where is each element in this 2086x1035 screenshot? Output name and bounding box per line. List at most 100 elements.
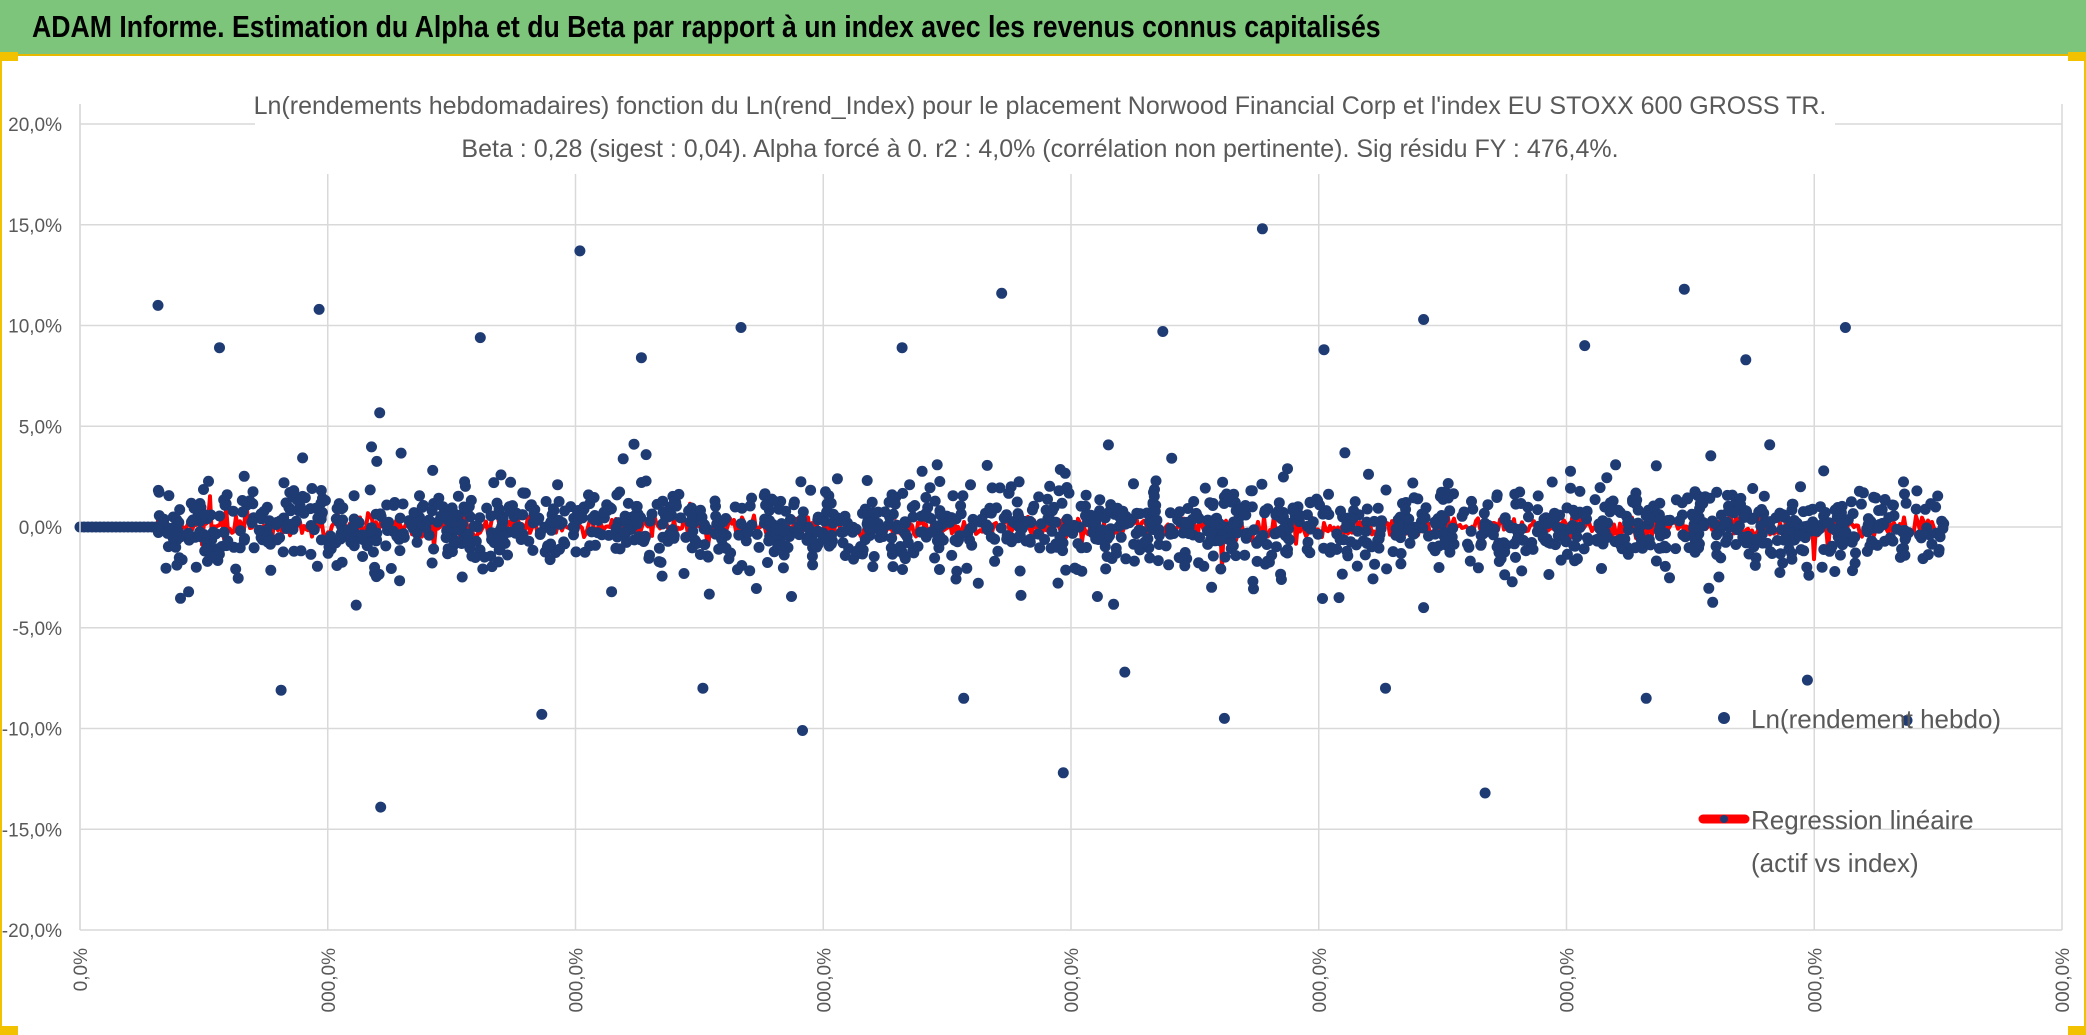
scatter-point [1578,508,1590,520]
scatter-point [670,500,682,512]
scatter-point [567,521,579,533]
scatter-point [1057,767,1069,779]
scatter-point [1447,522,1459,534]
scatter-point [675,512,687,524]
y-tick-label: 20,0% [8,115,62,136]
scatter-point [1898,476,1909,488]
scatter-point [305,520,317,531]
scatter-point [202,555,213,567]
scatter-point [989,555,1001,567]
scatter-point [1052,577,1064,589]
scatter-point [559,505,571,517]
scatter-point [1380,484,1392,496]
scatter-point [1046,525,1058,537]
scatter-point [947,490,959,502]
scatter-point [278,477,290,489]
scatter-point [1407,477,1419,489]
scatter-point [985,531,997,543]
scatter-point [1786,516,1797,528]
scatter-point [916,465,928,477]
scatter-point [1801,561,1813,573]
scatter-point [1361,503,1373,515]
scatter-point [1214,518,1226,530]
scatter-point [1163,559,1175,571]
scatter-point [1899,534,1911,545]
scatter-point [1622,548,1634,560]
scatter-point [1900,497,1912,509]
scatter-point [778,549,790,561]
scatter-point [811,541,823,553]
scatter-point [1003,487,1015,499]
scatter-point [1338,534,1350,546]
scatter-point [1662,515,1674,526]
scatter-point [1533,520,1545,532]
scatter-point [934,476,946,487]
scatter-point [198,484,209,495]
scatter-point [1578,543,1590,555]
report-title: ADAM Informe. Estimation du Alpha et du … [32,9,1381,44]
chart-title-background [255,90,1835,174]
scatter-point [495,469,507,481]
scatter-point [427,464,439,476]
scatter-point [886,548,898,560]
scatter-point [1283,534,1295,546]
scatter-point [598,506,610,518]
scatter-point [570,546,582,558]
scatter-point [218,526,230,538]
scatter-point [1134,508,1146,520]
scatter-point [465,494,477,506]
scatter-point [277,546,289,558]
scatter-point [1345,512,1357,524]
scatter-point [1654,530,1666,542]
scatter-point [896,342,908,354]
scatter-point [1028,500,1040,512]
scatter-point [1438,513,1450,525]
scatter-point [1444,505,1456,517]
scatter-point [234,542,246,554]
scatter-point [744,500,756,512]
scatter-point [452,490,464,502]
scatter-point [1054,531,1066,543]
scatter-point [1034,542,1046,554]
scatter-point [1331,543,1343,555]
scatter-point [414,490,425,502]
scatter-point [348,513,360,525]
scatter-point [1551,522,1563,534]
scatter-point [821,506,833,518]
scatter-point [474,332,486,344]
scatter-point [1076,565,1088,577]
scatter-point [929,495,941,507]
scatter-point [1749,559,1761,571]
scatter-point [934,564,945,575]
scatter-point [1380,682,1391,694]
scatter-point [803,523,815,535]
scatter-point [416,501,428,513]
scatter-point [1336,568,1348,580]
scatter-point [1571,553,1583,565]
scatter-point [1693,511,1705,523]
scatter-point [1001,530,1013,542]
scatter-point [1339,447,1351,459]
scatter-point [1259,507,1271,519]
scatter-point [1144,552,1156,564]
scatter-point [868,551,880,562]
scatter-point [618,527,630,538]
scatter-point [1737,531,1749,543]
scatter-point [1014,565,1026,577]
scatter-point [1465,525,1477,537]
scatter-point [1516,565,1528,577]
scatter-point [628,438,640,450]
scatter-point [1341,545,1353,557]
scatter-point [485,510,497,522]
scatter-point [1801,674,1813,686]
scatter-point [198,529,210,541]
scatter-point [1230,550,1242,562]
scatter-point [1532,504,1544,516]
scatter-point [545,538,557,550]
scatter-point [1198,560,1210,572]
scatter-point [1632,517,1644,529]
scatter-point [744,565,756,577]
scatter-point [1400,503,1412,515]
scatter-point [1670,543,1682,555]
scatter-point [635,352,647,364]
